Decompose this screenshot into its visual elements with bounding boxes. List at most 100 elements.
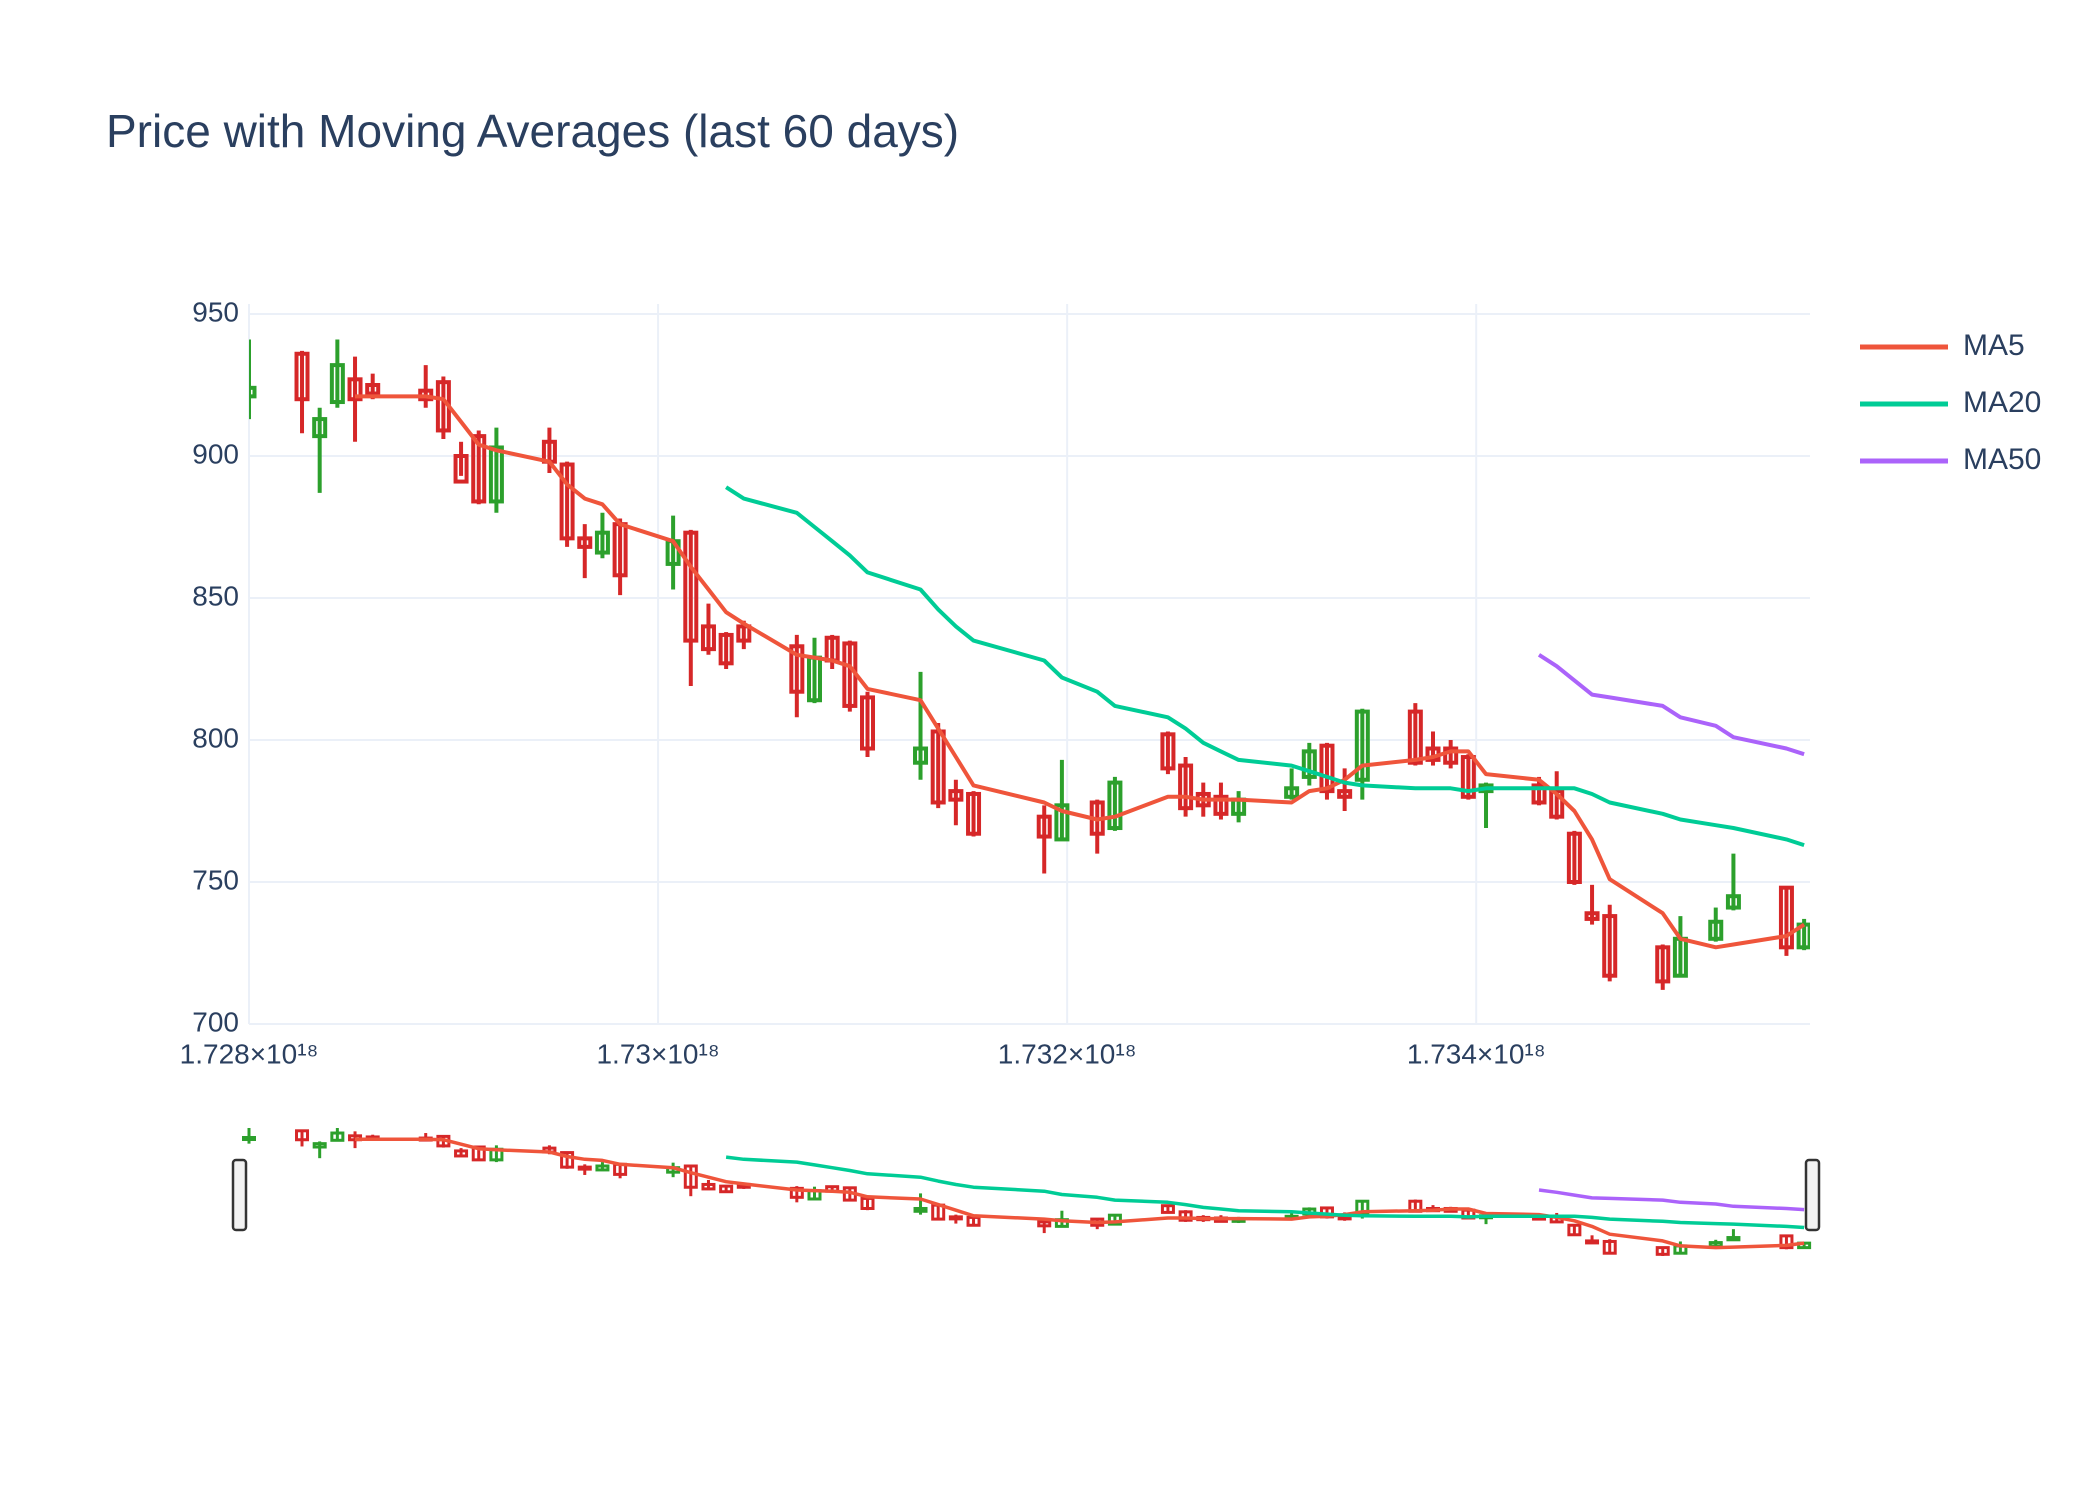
y-tick-label: 900	[192, 438, 239, 469]
candle-body	[329, 363, 345, 405]
candle-body	[249, 385, 257, 399]
candle-body	[718, 632, 734, 666]
ma-line	[1537, 653, 1805, 757]
mini-candle-body	[312, 1142, 327, 1149]
candle-body	[1337, 789, 1353, 799]
mini-ma-line	[1538, 1188, 1805, 1212]
mini-candle-body	[913, 1206, 928, 1213]
mini-candle-body	[948, 1215, 963, 1221]
y-tick-label: 700	[192, 1006, 239, 1037]
candle-body	[842, 641, 858, 708]
candle-body	[1672, 936, 1688, 978]
candle-body	[1602, 914, 1618, 978]
candle-body	[789, 644, 805, 694]
candle-body	[966, 791, 982, 836]
y-tick-label: 850	[192, 580, 239, 611]
candle-body	[1531, 783, 1547, 805]
candle-body	[612, 522, 628, 578]
candle-body	[559, 462, 575, 541]
grid: 700 750 800 850 900 950 1.728×10¹⁸ 1.73×10¹⁸ 1.7…	[180, 296, 1810, 1069]
candle-body	[1178, 763, 1194, 811]
candle-body	[913, 746, 929, 765]
mini-candle-body	[1585, 1239, 1600, 1245]
candle-body	[806, 655, 822, 703]
mini-candle-body	[577, 1165, 592, 1171]
mini-ma-line	[725, 1155, 1805, 1230]
mini-candle-body	[295, 1129, 310, 1142]
plot-area	[249, 339, 1810, 990]
candle-body	[365, 383, 381, 396]
legend-label: MA5	[1963, 329, 2025, 362]
candle-body	[594, 530, 610, 555]
candle-body	[948, 789, 964, 802]
candle-body	[1301, 749, 1317, 779]
mini-candle-body	[1337, 1215, 1352, 1221]
range-slider[interactable]	[231, 1128, 1821, 1256]
mini-candle-body	[701, 1182, 716, 1191]
mini-candle-body	[1178, 1210, 1193, 1222]
mini-candle-body	[242, 1136, 256, 1142]
range-handle-right[interactable]	[1804, 1158, 1821, 1232]
candle-body	[1319, 743, 1335, 794]
candle-body	[577, 536, 593, 549]
candle-body	[1036, 814, 1052, 839]
ma-line	[725, 485, 1805, 848]
candle-body	[1460, 755, 1476, 799]
candle-body	[1566, 831, 1582, 884]
range-slider-plot	[242, 1128, 1812, 1256]
candle-body	[1796, 922, 1810, 950]
mini-candle-body	[860, 1196, 875, 1210]
candle-body	[1708, 919, 1724, 941]
y-tick-label: 750	[192, 864, 239, 895]
candle-body	[683, 530, 699, 643]
legend-label: MA50	[1963, 443, 2041, 476]
mini-candle-body	[719, 1184, 734, 1194]
x-tick-label: 1.73×10¹⁸	[596, 1038, 719, 1069]
candle-body	[1354, 709, 1370, 782]
legend-label: MA20	[1963, 386, 2041, 419]
mini-candle-body	[1567, 1223, 1582, 1237]
y-tick-label: 950	[192, 296, 239, 327]
x-tick-label: 1.728×10¹⁸	[180, 1038, 319, 1069]
candle-body	[1655, 945, 1671, 984]
mini-candle-body	[1602, 1239, 1617, 1255]
mini-candle-body	[1655, 1246, 1670, 1256]
candle-body	[471, 434, 487, 504]
candle-body	[824, 635, 840, 663]
mini-candle-body	[595, 1164, 610, 1172]
mini-candle-body	[683, 1164, 698, 1189]
x-tick-label: 1.734×10¹⁸	[1407, 1038, 1546, 1069]
candle-body	[930, 729, 946, 805]
candle-body	[1584, 911, 1600, 921]
legend: MA5 MA20 MA50	[1860, 329, 2041, 476]
mini-candle-body	[1779, 1234, 1794, 1250]
y-tick-label: 800	[192, 722, 239, 753]
candle-body	[736, 624, 752, 643]
x-tick-label: 1.732×10¹⁸	[998, 1038, 1137, 1069]
mini-candle-body	[1107, 1213, 1122, 1226]
candle-body	[1213, 794, 1229, 816]
mini-candle-body	[330, 1131, 345, 1142]
ma-line	[355, 394, 1806, 950]
mini-candle-body	[1037, 1220, 1052, 1228]
candle-body	[453, 454, 469, 484]
candle-body	[1443, 746, 1459, 765]
mini-candle-body	[966, 1215, 981, 1227]
candle-body	[1778, 885, 1794, 950]
candle-body	[294, 351, 310, 402]
chart-title: Price with Moving Averages (last 60 days…	[106, 105, 959, 157]
candle-body	[1054, 803, 1070, 842]
mini-candle-body	[1160, 1204, 1175, 1214]
candle-body	[1725, 894, 1741, 910]
candle-body	[700, 624, 716, 652]
candle-body	[312, 417, 328, 439]
candle-body	[1407, 709, 1423, 765]
candle-body	[347, 377, 363, 402]
range-handle-left[interactable]	[231, 1158, 248, 1232]
candle-body	[488, 445, 504, 504]
mini-candle-body	[1726, 1236, 1741, 1242]
candle-body	[1160, 732, 1176, 771]
mini-candle-body	[1708, 1241, 1723, 1248]
